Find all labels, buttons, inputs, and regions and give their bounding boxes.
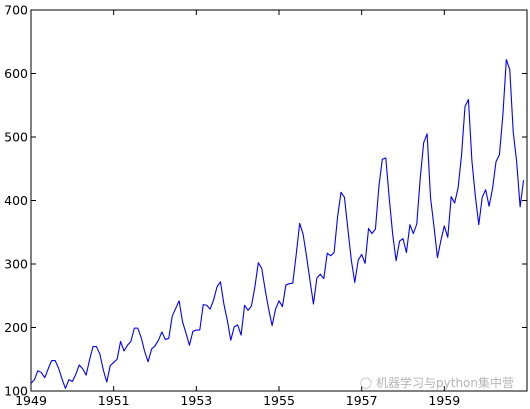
y-tick-label: 600	[4, 66, 28, 81]
x-tick-label: 1949	[15, 393, 47, 408]
watermark: ◯ 机器学习与python集中营	[360, 374, 514, 391]
y-tick-label: 200	[4, 320, 28, 335]
plot-frame-border	[30, 9, 528, 392]
series-group	[30, 58, 525, 390]
y-tick-label: 400	[4, 193, 28, 208]
y-tick-label: 700	[4, 3, 28, 18]
x-axis: 1949 1951 1953 1955 1957 1959	[15, 10, 460, 408]
x-tick-label: 1951	[98, 393, 130, 408]
x-tick-label: 1953	[180, 393, 212, 408]
plot-frame	[30, 9, 528, 392]
watermark-text: 机器学习与python集中营	[376, 376, 514, 390]
series-line-0	[30, 58, 525, 390]
x-tick-label: 1957	[346, 393, 378, 408]
y-tick-label: 100	[4, 384, 28, 399]
x-tick-label: 1959	[428, 393, 460, 408]
x-tick-label: 1955	[263, 393, 295, 408]
chat-bubble-icon: ◯	[359, 376, 373, 389]
y-tick-label: 300	[4, 257, 28, 272]
y-axis: 100 200 300 400 500 600 700	[4, 3, 527, 399]
y-tick-label: 500	[4, 130, 28, 145]
